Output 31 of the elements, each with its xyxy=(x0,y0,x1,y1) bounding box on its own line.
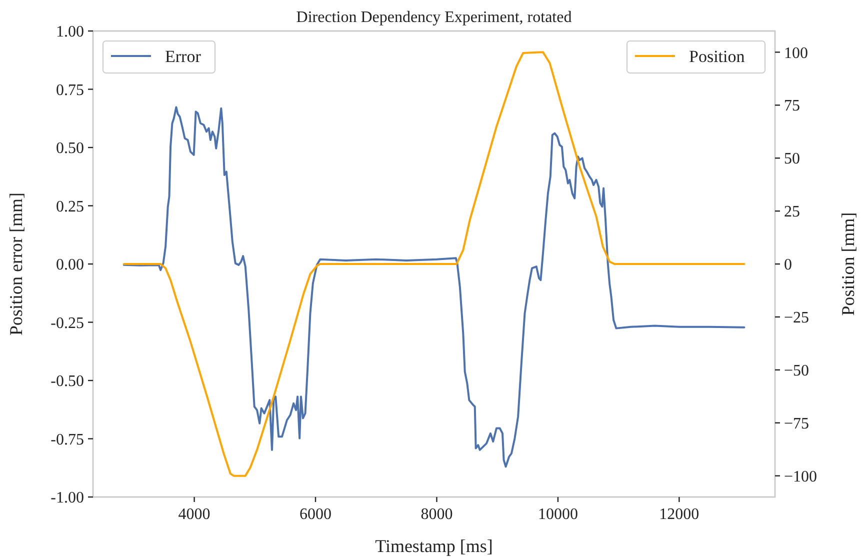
y2-axis-title: Position [mm] xyxy=(838,212,858,316)
y-tick-label: 0.50 xyxy=(56,140,84,158)
line-series xyxy=(122,51,746,477)
y2-tick-label: −25 xyxy=(784,310,810,327)
y2-tick-label: −100 xyxy=(784,468,818,486)
y-tick-label: -0.25 xyxy=(50,314,84,332)
legend-label: Error xyxy=(165,46,202,66)
x-tick-label: 6000 xyxy=(300,506,332,523)
legend-label: Position xyxy=(689,46,746,66)
y-tick-label: -1.00 xyxy=(50,490,84,507)
y-tick-label: 0.25 xyxy=(56,198,84,216)
x-tick-label: 12000 xyxy=(659,506,700,523)
chart-title: Direction Dependency Experiment, rotated xyxy=(296,9,572,26)
x-axis-title: Timestamp [ms] xyxy=(375,536,493,556)
y-tick-label: 1.00 xyxy=(56,24,84,41)
y2-tick-label: 75 xyxy=(784,98,800,115)
y2-tick-label: 50 xyxy=(784,150,800,168)
x-tick-label: 10000 xyxy=(538,506,578,523)
x-tick-label: 4000 xyxy=(178,506,210,523)
y2-tick-label: −75 xyxy=(784,415,810,432)
y-tick-label: -0.50 xyxy=(50,373,84,390)
y-tick-label: 0.00 xyxy=(56,256,84,274)
y2-tick-label: −50 xyxy=(784,362,810,380)
line-series xyxy=(122,106,746,468)
y2-tick-label: 100 xyxy=(784,44,808,62)
y-tick-label: 0.75 xyxy=(56,82,84,99)
x-tick-label: 8000 xyxy=(420,506,453,523)
y-axis-title: Position error [mm] xyxy=(6,192,26,336)
y2-tick-label: 25 xyxy=(784,204,800,221)
y-tick-label: -0.75 xyxy=(50,431,84,448)
y2-tick-label: 0 xyxy=(784,256,792,274)
